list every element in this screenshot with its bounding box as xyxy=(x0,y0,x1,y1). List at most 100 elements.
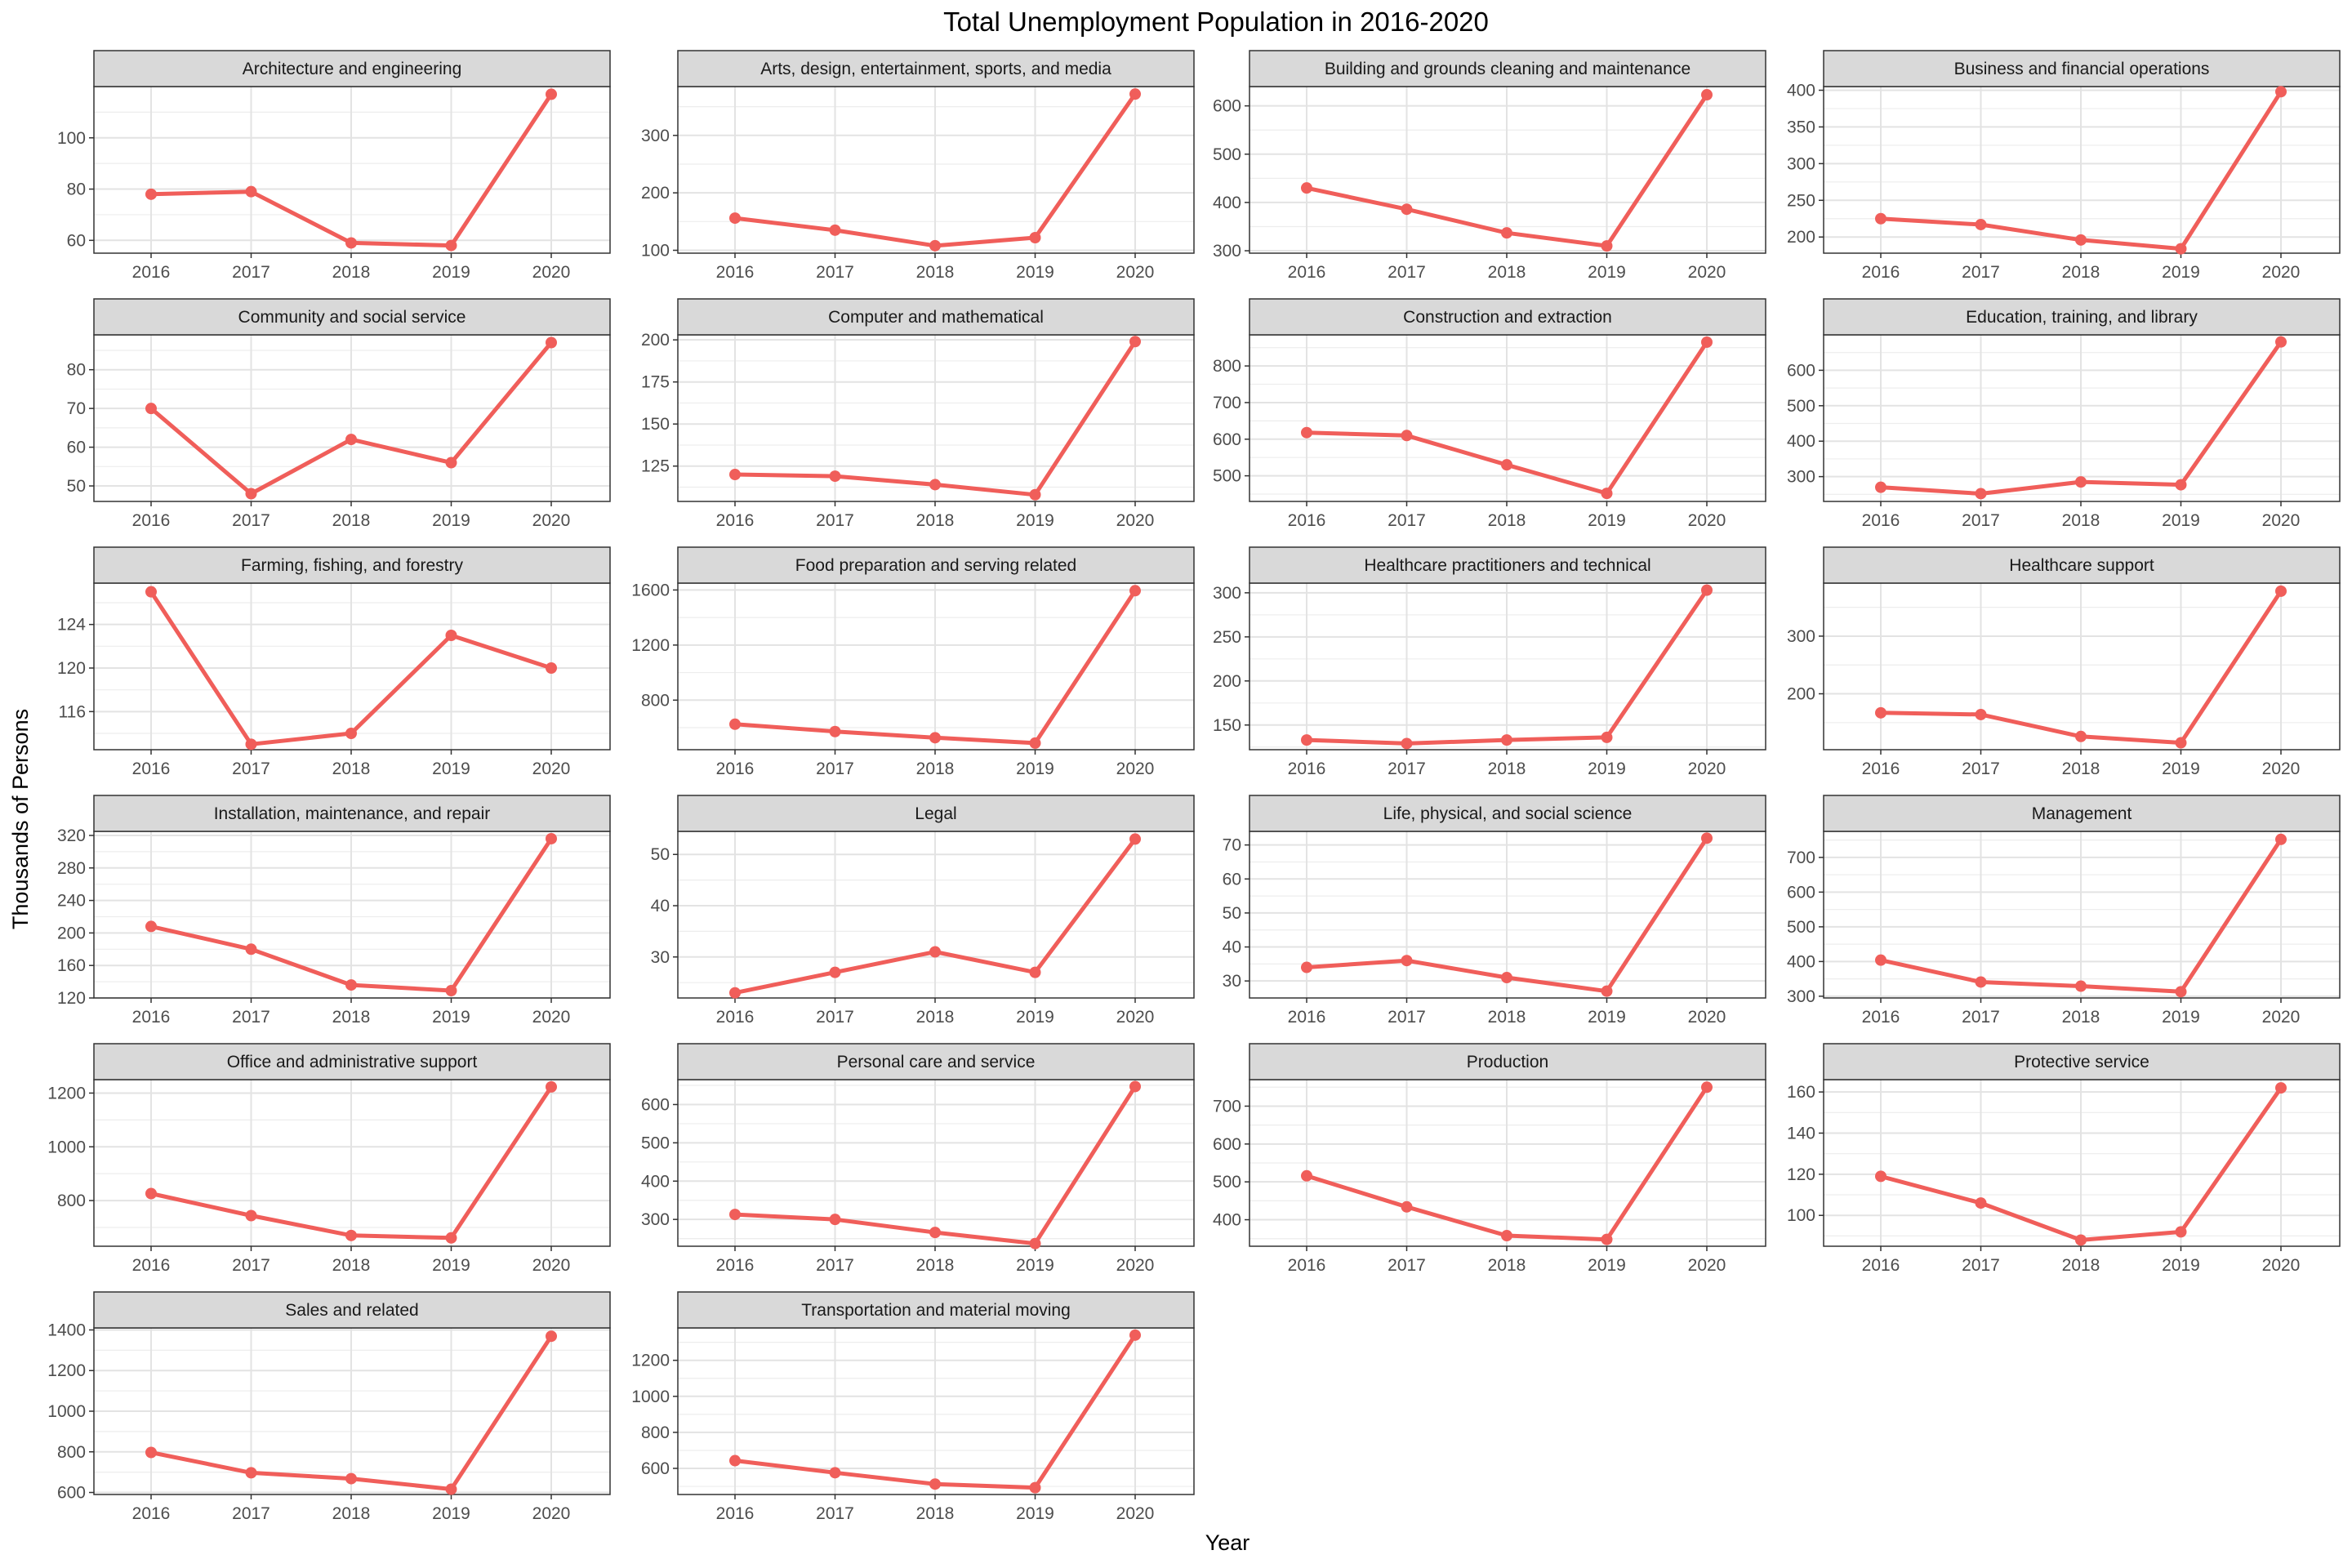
facet-panel: 200 300 2016 2017 2018 2019 2020 Healthcare sup… xyxy=(1787,546,2341,778)
x-tick-label: 2018 xyxy=(332,1256,371,1275)
x-tick-label: 2017 xyxy=(1962,760,2000,778)
data-point xyxy=(345,1229,357,1241)
data-point xyxy=(829,1467,841,1479)
facet-panel: 30 40 50 60 70 2016 2017 2018 2019 2020 Life, phys… xyxy=(1223,795,1766,1027)
x-tick-label: 2016 xyxy=(1288,263,1326,282)
x-tick-label: 2018 xyxy=(2062,760,2100,778)
y-tick-label: 1200 xyxy=(47,1084,86,1102)
data-point xyxy=(1129,833,1141,845)
y-tick-label: 500 xyxy=(1787,918,1815,937)
y-tick-label: 300 xyxy=(1787,468,1815,487)
y-tick-label: 250 xyxy=(1787,191,1815,210)
x-tick-label: 2019 xyxy=(432,263,470,282)
facet-panel: 200 250 300 350 400 2016 2017 2018 2019 2020 Busin… xyxy=(1787,50,2341,282)
data-point xyxy=(2275,336,2287,348)
facet-strip-label: Community and social service xyxy=(238,308,466,327)
x-tick-label: 2017 xyxy=(816,760,854,778)
data-point xyxy=(345,237,357,249)
y-tick-label: 160 xyxy=(57,956,86,975)
y-tick-label: 30 xyxy=(1223,972,1241,991)
x-tick-label: 2019 xyxy=(432,1008,470,1027)
y-tick-label: 400 xyxy=(1213,194,1241,212)
y-tick-label: 800 xyxy=(641,1423,670,1442)
data-point xyxy=(2175,986,2187,998)
facet-strip-label: Food preparation and serving related xyxy=(795,556,1076,575)
facet-panel: 300 400 500 600 2016 2017 2018 2019 2020 Educatio… xyxy=(1787,298,2341,530)
x-tick-label: 2018 xyxy=(1488,511,1526,530)
data-point xyxy=(729,1209,741,1221)
x-tick-label: 2020 xyxy=(1116,1008,1155,1027)
x-tick-label: 2016 xyxy=(716,511,755,530)
data-point xyxy=(1501,227,1512,239)
facet-strip xyxy=(677,546,1195,584)
data-point xyxy=(2075,476,2087,488)
x-tick-label: 2019 xyxy=(1016,1504,1054,1523)
y-tick-label: 60 xyxy=(67,439,86,457)
data-point xyxy=(1501,1230,1512,1242)
x-tick-label: 2016 xyxy=(716,263,755,282)
x-tick-label: 2020 xyxy=(2262,511,2301,530)
facet-strip xyxy=(1823,546,2341,584)
y-tick-label: 400 xyxy=(1787,432,1815,451)
x-tick-label: 2020 xyxy=(1116,760,1155,778)
data-point xyxy=(345,434,357,446)
facet-strip-label: Production xyxy=(1467,1053,1548,1071)
x-tick-label: 2019 xyxy=(2162,1008,2200,1027)
x-tick-label: 2019 xyxy=(1588,1008,1626,1027)
data-point xyxy=(729,718,741,730)
y-tick-label: 500 xyxy=(1213,467,1241,486)
data-point xyxy=(1401,203,1413,216)
facet-panel: 116 120 124 2016 2017 2018 2019 2020 Farming, fi… xyxy=(57,546,611,778)
x-tick-label: 2019 xyxy=(2162,1256,2200,1275)
x-tick-label: 2017 xyxy=(816,1256,854,1275)
x-tick-label: 2016 xyxy=(1862,263,1900,282)
y-tick-label: 800 xyxy=(1213,357,1241,376)
facet-strip xyxy=(1249,50,1766,87)
y-tick-label: 80 xyxy=(67,180,86,199)
data-point xyxy=(1401,955,1413,967)
y-tick-label: 350 xyxy=(1787,118,1815,136)
y-tick-label: 800 xyxy=(57,1192,86,1210)
facet-panel: 100 120 140 160 2016 2017 2018 2019 2020 Protecti… xyxy=(1787,1043,2341,1275)
x-tick-label: 2017 xyxy=(232,1256,270,1275)
data-point xyxy=(546,336,557,349)
x-tick-label: 2016 xyxy=(132,1008,171,1027)
y-tick-label: 300 xyxy=(1787,627,1815,646)
y-tick-label: 60 xyxy=(67,231,86,250)
facet-strip xyxy=(677,795,1195,832)
facet-strip xyxy=(677,1291,1195,1329)
y-tick-label: 300 xyxy=(1213,584,1241,603)
facet-panel: 400 500 600 700 2016 2017 2018 2019 2020 Producti… xyxy=(1213,1043,1766,1275)
y-tick-label: 50 xyxy=(1223,904,1241,923)
x-tick-label: 2018 xyxy=(1488,1008,1526,1027)
x-tick-label: 2017 xyxy=(1962,263,2000,282)
x-tick-label: 2018 xyxy=(1488,1256,1526,1275)
data-point xyxy=(345,728,357,739)
data-point xyxy=(145,403,157,415)
x-tick-label: 2016 xyxy=(132,511,171,530)
data-point xyxy=(145,1446,157,1459)
data-point xyxy=(1701,1081,1713,1094)
data-point xyxy=(929,239,941,252)
y-tick-label: 124 xyxy=(57,616,86,635)
data-point xyxy=(345,979,357,991)
data-point xyxy=(1301,426,1312,439)
x-tick-label: 2017 xyxy=(232,760,270,778)
x-axis-title: Year xyxy=(1205,1530,1250,1555)
y-tick-label: 200 xyxy=(641,184,670,203)
y-tick-label: 80 xyxy=(67,361,86,380)
facet-panel: 300 400 500 600 700 2016 2017 2018 2019 2020 Manag… xyxy=(1787,795,2341,1027)
facet-panel: 300 400 500 600 2016 2017 2018 2019 2020 Building… xyxy=(1213,50,1766,282)
data-point xyxy=(2175,1226,2187,1238)
data-point xyxy=(2075,1234,2087,1246)
facet-strip-label: Sales and related xyxy=(285,1301,418,1320)
data-point xyxy=(546,88,557,100)
y-tick-label: 500 xyxy=(1213,145,1241,164)
data-point xyxy=(829,725,841,737)
y-tick-label: 300 xyxy=(641,1210,670,1229)
data-point xyxy=(145,586,157,598)
y-tick-label: 200 xyxy=(1787,685,1815,704)
x-tick-label: 2018 xyxy=(916,760,955,778)
data-point xyxy=(1029,737,1041,749)
x-tick-label: 2018 xyxy=(916,1256,955,1275)
